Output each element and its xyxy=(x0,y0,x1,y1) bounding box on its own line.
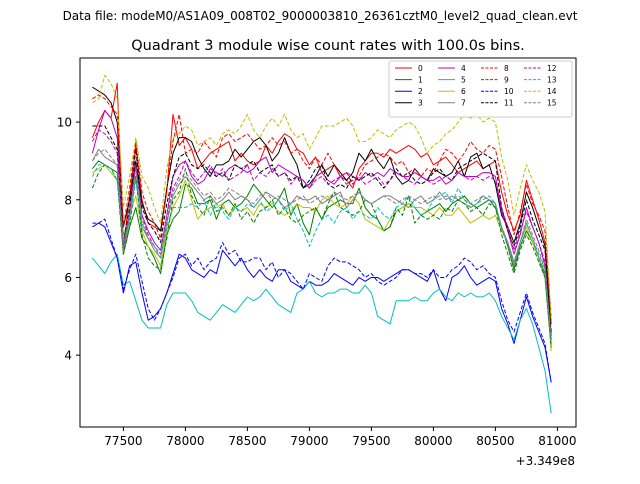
plot-area xyxy=(91,74,552,414)
x-tick-label: 79500 xyxy=(352,434,390,448)
y-tick-label: 4 xyxy=(64,349,72,363)
x-offset-label: +3.349e8 xyxy=(516,454,575,468)
legend-label-2: 2 xyxy=(418,87,423,96)
x-tick-label: 80000 xyxy=(414,434,452,448)
legend-label-4: 4 xyxy=(461,64,466,73)
legend-label-6: 6 xyxy=(461,87,466,96)
series-line-4 xyxy=(91,109,552,340)
series-line-11 xyxy=(92,125,552,332)
figure-suptitle: Data file: modeM0/AS1A09_008T02_90000038… xyxy=(63,9,578,23)
legend-label-15: 15 xyxy=(547,99,557,108)
chart-title: Quadrant 3 module wise count rates with … xyxy=(131,38,525,54)
x-tick-label: 78500 xyxy=(228,434,266,448)
axes-frame xyxy=(79,57,577,428)
x-tick-label: 79000 xyxy=(290,434,328,448)
x-tick-label: 77500 xyxy=(104,434,142,448)
x-tick-label: 81000 xyxy=(538,434,576,448)
series-line-5 xyxy=(92,253,552,414)
legend-label-0: 0 xyxy=(418,64,423,73)
x-tick-label: 78000 xyxy=(166,434,204,448)
y-tick-label: 10 xyxy=(57,116,72,130)
legend-label-12: 12 xyxy=(547,64,557,73)
legend-label-10: 10 xyxy=(504,87,514,96)
legend-label-8: 8 xyxy=(504,64,509,73)
legend-frame xyxy=(388,60,573,118)
series-line-10 xyxy=(92,218,552,383)
legend-label-14: 14 xyxy=(547,87,557,96)
series-line-8 xyxy=(92,94,552,321)
legend-label-3: 3 xyxy=(418,99,423,108)
legend-label-11: 11 xyxy=(504,99,514,108)
legend-label-13: 13 xyxy=(547,75,557,84)
legend-label-7: 7 xyxy=(461,99,466,108)
legend-label-1: 1 xyxy=(418,75,423,84)
series-line-13 xyxy=(91,164,552,340)
y-tick-label: 8 xyxy=(64,193,72,207)
series-lines xyxy=(91,74,552,414)
series-line-6 xyxy=(92,164,552,352)
legend-label-9: 9 xyxy=(504,75,509,84)
legend-label-5: 5 xyxy=(461,75,466,84)
series-line-15 xyxy=(92,148,552,340)
x-tick-label: 80500 xyxy=(476,434,514,448)
y-tick-label: 6 xyxy=(64,271,72,285)
axes: 77500 78000 78500 79000 79500 80000 80500 81000… xyxy=(57,57,577,448)
